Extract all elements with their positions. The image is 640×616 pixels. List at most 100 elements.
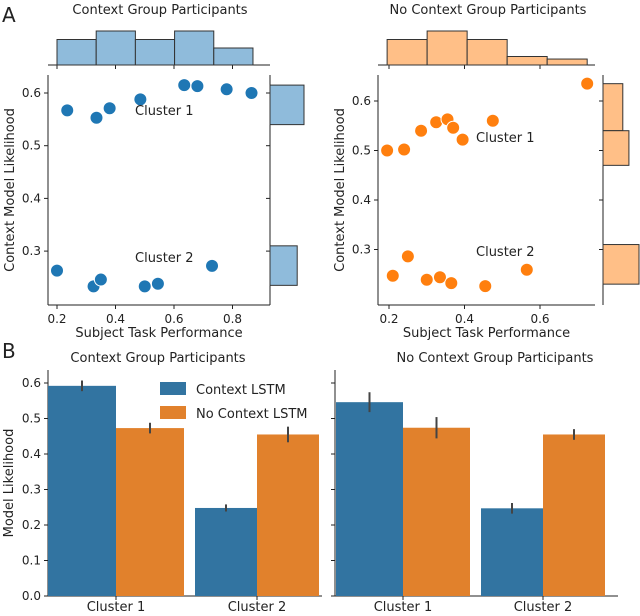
- top-marginal-bar: [466, 39, 508, 66]
- top-marginal-bar: [386, 39, 428, 66]
- bar-no-context: [257, 434, 319, 596]
- scatter-point: [432, 270, 447, 285]
- y-tick-label: 0.6: [22, 376, 41, 390]
- scatter-point: [102, 101, 117, 116]
- bar-no-context: [403, 427, 470, 596]
- bar-context: [195, 507, 257, 596]
- chart-title: Context Group Participants: [72, 3, 247, 18]
- scatter-point: [400, 249, 415, 264]
- x-tick-label: 0.2: [47, 312, 66, 326]
- scatter-point: [89, 110, 104, 125]
- scatter-point: [444, 276, 459, 291]
- x-axis-label: Subject Task Performance: [75, 326, 242, 341]
- y-tick-label: 0.2: [22, 518, 41, 532]
- y-tick-label: 0.3: [352, 243, 371, 257]
- right-marginal-bar: [269, 84, 305, 126]
- scatter-point: [380, 143, 395, 158]
- scatter-point: [150, 276, 165, 291]
- y-tick-label: 0.6: [352, 94, 371, 108]
- scatter-panel-0: Context Group Participants 0.2 0.4 0.6 0.8 0.…: [3, 3, 305, 341]
- right-marginal-bar: [602, 83, 624, 132]
- scatter-point: [419, 272, 434, 287]
- scatter-point: [397, 142, 412, 157]
- x-tick-label: 0.6: [530, 312, 549, 326]
- cluster-annotation: Cluster 2: [476, 245, 535, 260]
- scatter-point: [137, 279, 152, 294]
- panel-label-a: A: [2, 3, 16, 27]
- scatter-point: [93, 272, 108, 287]
- bar-panel-2: Context Group Participants 0.0 0.1 0.2 0.3 0.…: [2, 351, 322, 615]
- scatter-point: [205, 258, 220, 273]
- top-marginal-bar: [174, 30, 215, 66]
- y-tick-label: 0.6: [22, 86, 41, 100]
- scatter-point: [455, 132, 470, 147]
- scatter-point: [580, 76, 595, 91]
- y-axis-label: Context Model Likelihood: [3, 108, 18, 272]
- top-marginal-bar: [56, 39, 97, 66]
- x-axis-label: Subject Task Performance: [403, 326, 570, 341]
- y-tick-label: 0.5: [352, 144, 371, 158]
- y-tick-label: 0.4: [352, 193, 371, 207]
- x-tick-label: Cluster 1: [374, 600, 433, 615]
- top-marginal-bar: [95, 30, 136, 66]
- x-tick-label: Cluster 1: [87, 600, 146, 615]
- scatter-point: [133, 92, 148, 107]
- scatter-point: [414, 123, 429, 138]
- top-marginal-bar: [546, 58, 588, 66]
- scatter-point: [446, 120, 461, 135]
- panel-label-b: B: [2, 339, 16, 363]
- y-tick-label: 0.3: [22, 244, 41, 258]
- y-tick-label: 0.0: [22, 589, 41, 603]
- scatter-point: [177, 78, 192, 93]
- cluster-annotation: Cluster 2: [135, 251, 194, 266]
- scatter-point: [60, 103, 75, 118]
- x-tick-label: Cluster 2: [514, 600, 573, 615]
- legend-label: Context LSTM: [196, 383, 286, 398]
- legend-swatch: [160, 382, 186, 395]
- y-tick-label: 0.5: [22, 412, 41, 426]
- x-tick-label: 0.2: [379, 312, 398, 326]
- scatter-point: [219, 82, 234, 97]
- cluster-annotation: Cluster 1: [135, 104, 194, 119]
- scatter-point: [478, 279, 493, 294]
- y-tick-label: 0.4: [22, 447, 41, 461]
- legend-label: No Context LSTM: [196, 407, 308, 422]
- scatter-point: [190, 79, 205, 94]
- top-marginal-bar: [506, 56, 548, 66]
- y-axis-label: Model Likelihood: [2, 429, 17, 538]
- legend-swatch: [160, 406, 186, 419]
- y-tick-label: 0.1: [22, 554, 41, 568]
- scatter-point: [519, 262, 534, 277]
- y-tick-label: 0.4: [22, 191, 41, 205]
- chart-title: No Context Group Participants: [397, 351, 594, 366]
- right-marginal-bar: [602, 244, 640, 285]
- scatter-point: [50, 263, 64, 278]
- chart-title: Context Group Participants: [70, 351, 245, 366]
- bar-context: [336, 402, 403, 596]
- scatter-point: [385, 268, 400, 283]
- top-marginal-bar: [134, 39, 176, 66]
- scatter-point: [485, 113, 500, 128]
- cluster-annotation: Cluster 1: [476, 131, 535, 146]
- y-tick-label: 0.3: [22, 483, 41, 497]
- bar-no-context: [116, 428, 184, 596]
- y-tick-label: 0.5: [22, 139, 41, 153]
- right-marginal-bar: [269, 245, 298, 286]
- x-tick-label: 0.4: [455, 312, 474, 326]
- x-tick-label: 0.8: [223, 312, 242, 326]
- top-marginal-bar: [426, 30, 468, 66]
- scatter-panel-1: No Context Group Participants 0.2 0.4 0.6 0.…: [333, 3, 640, 341]
- bar-context: [48, 385, 116, 596]
- top-marginal-bar: [213, 47, 254, 66]
- bar-context: [481, 508, 543, 596]
- x-tick-label: Cluster 2: [228, 600, 287, 615]
- chart-title: No Context Group Participants: [390, 3, 587, 18]
- x-tick-label: 0.6: [164, 312, 183, 326]
- bar-panel-3: No Context Group Participants Cluster 1 Cl…: [331, 351, 618, 615]
- y-axis-label: Context Model Likelihood: [333, 108, 348, 272]
- x-tick-label: 0.4: [106, 312, 125, 326]
- bar-no-context: [543, 434, 605, 596]
- scatter-point: [244, 86, 259, 100]
- right-marginal-bar: [602, 130, 630, 166]
